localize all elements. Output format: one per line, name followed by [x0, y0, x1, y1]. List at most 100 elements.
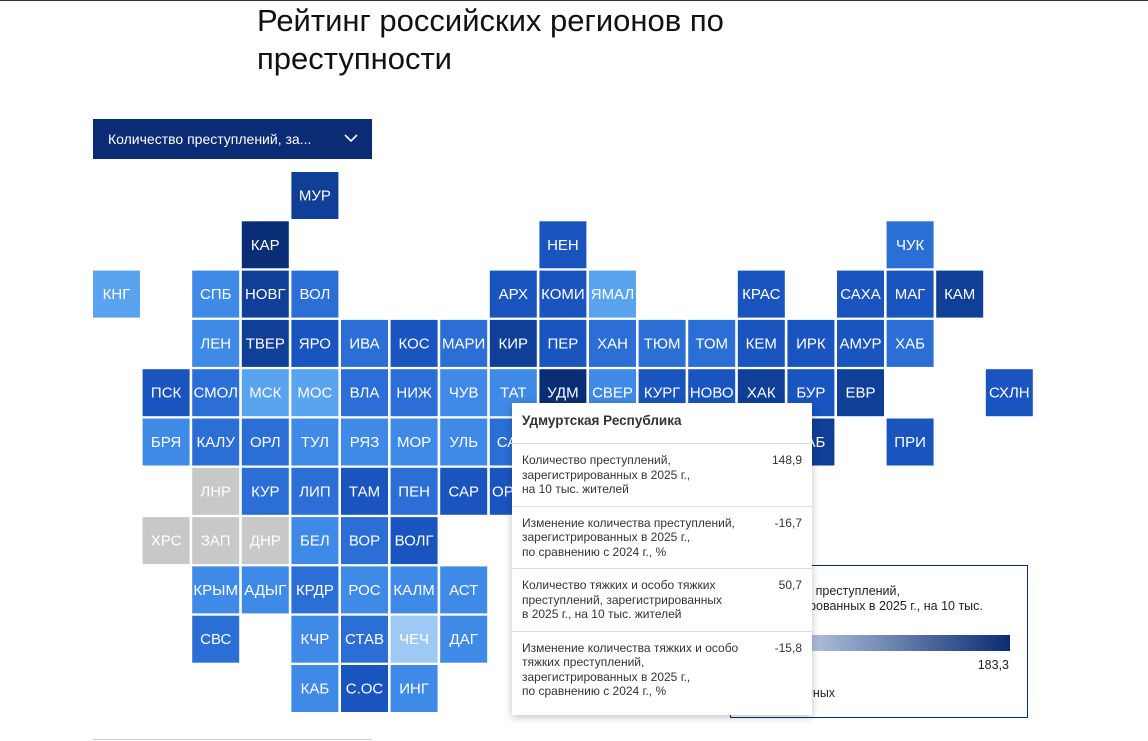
region-tile[interactable]: АМУР: [837, 319, 884, 367]
region-tile[interactable]: ЯРО: [291, 319, 339, 367]
region-tile[interactable]: ТВЕР: [241, 319, 289, 367]
region-tile[interactable]: ВОЛГ: [390, 517, 438, 565]
region-tile[interactable]: КУР: [241, 467, 289, 515]
region-tile[interactable]: ЗАП: [192, 517, 240, 565]
region-tile[interactable]: КЧР: [291, 615, 339, 663]
region-tile[interactable]: СХЛН: [985, 369, 1033, 417]
region-tile[interactable]: ЧУК: [886, 221, 934, 269]
region-tile[interactable]: НОВГ: [241, 270, 289, 318]
tooltip-row: Количество преступлений, зарегистрированн…: [512, 444, 812, 507]
tooltip-row: Количество тяжких и особо тяжких преступл…: [512, 569, 812, 632]
region-tile[interactable]: САР: [440, 467, 488, 515]
region-tile[interactable]: МАГ: [886, 270, 934, 318]
region-tile[interactable]: ОРЛ: [241, 418, 289, 466]
region-tile[interactable]: ДАГ: [440, 615, 488, 663]
tile-fill: [688, 319, 736, 367]
tile-fill: [93, 270, 140, 318]
tile-fill: [291, 319, 339, 367]
region-tile[interactable]: МСК: [241, 369, 289, 417]
region-tile[interactable]: РОС: [341, 566, 388, 614]
region-tile[interactable]: КОМИ: [539, 270, 587, 318]
region-tile[interactable]: УЛЬ: [440, 418, 488, 466]
tile-fill: [440, 319, 488, 367]
tile-label: АСТ: [449, 582, 478, 599]
region-tile[interactable]: АРХ: [489, 270, 537, 318]
region-tile[interactable]: АДЫГ: [241, 566, 289, 614]
tile-fill: [341, 615, 388, 663]
region-tile[interactable]: ПЕР: [539, 319, 587, 367]
tile-fill: [489, 270, 537, 318]
tile-fill: [837, 319, 884, 367]
region-tile[interactable]: САХА: [837, 270, 884, 318]
tile-label: ЗАП: [201, 533, 231, 550]
region-tile[interactable]: ПРИ: [886, 418, 934, 466]
tile-label: ЛЕН: [200, 335, 231, 352]
region-tile[interactable]: ХРС: [142, 517, 190, 565]
region-tile[interactable]: ПЕН: [390, 467, 438, 515]
region-tile[interactable]: КЕМ: [737, 319, 785, 367]
region-tile[interactable]: ИНГ: [390, 665, 438, 712]
region-tile[interactable]: СВС: [192, 615, 240, 663]
tile-label: КУР: [251, 483, 279, 500]
region-tile[interactable]: КАЛМ: [390, 566, 438, 614]
region-tile[interactable]: КРЫМ: [192, 566, 240, 614]
region-tile[interactable]: ЧУВ: [440, 369, 488, 417]
tile-fill: [390, 566, 438, 614]
region-tile[interactable]: ИВА: [341, 319, 388, 367]
region-tile[interactable]: ТУЛ: [291, 418, 339, 466]
region-tile[interactable]: МОС: [291, 369, 339, 417]
region-tile[interactable]: КНГ: [93, 270, 140, 318]
region-tile[interactable]: ЛЕН: [192, 319, 240, 367]
region-tile[interactable]: КАР: [241, 221, 289, 269]
region-tile[interactable]: ЛНР: [192, 467, 240, 515]
region-tile[interactable]: НИЖ: [390, 369, 438, 417]
tooltip-label-line: Количество тяжких и особо тяжких: [522, 578, 716, 592]
region-tile[interactable]: ПСК: [142, 369, 190, 417]
tile-label: ИВА: [349, 335, 379, 352]
region-tile[interactable]: БРЯ: [142, 418, 190, 466]
region-tile[interactable]: ХАН: [589, 319, 636, 367]
region-tile[interactable]: ЕВР: [837, 369, 884, 417]
region-tile[interactable]: КАМ: [936, 270, 984, 318]
region-tile[interactable]: ВОЛ: [291, 270, 339, 318]
region-tile[interactable]: КРАС: [737, 270, 785, 318]
region-tile[interactable]: МАРИ: [440, 319, 488, 367]
region-tile[interactable]: СПБ: [192, 270, 240, 318]
region-tile[interactable]: ТЮМ: [638, 319, 686, 367]
region-tile[interactable]: ДНР: [241, 517, 289, 565]
region-tile[interactable]: СМОЛ: [192, 369, 240, 417]
region-tile[interactable]: АСТ: [440, 566, 488, 614]
region-tile[interactable]: ХАБ: [886, 319, 934, 367]
tile-label: КЧР: [301, 631, 330, 648]
region-tile[interactable]: РЯЗ: [341, 418, 388, 466]
tile-fill: [440, 615, 488, 663]
region-tile[interactable]: КАЛУ: [192, 418, 240, 466]
region-tile[interactable]: С.ОС: [341, 665, 388, 712]
tile-fill: [390, 517, 438, 565]
region-tile[interactable]: ТОМ: [688, 319, 736, 367]
region-tile[interactable]: ВОР: [341, 517, 388, 565]
region-tile[interactable]: КАБ: [291, 665, 339, 712]
region-tile[interactable]: КОС: [390, 319, 438, 367]
tile-label: МСК: [249, 385, 281, 402]
tooltip-label-line: Количество преступлений,: [522, 453, 671, 467]
indicator-dropdown[interactable]: Количество преступлений, за...: [93, 119, 372, 159]
region-tile[interactable]: ЯМАЛ: [589, 270, 636, 318]
region-tile[interactable]: БЕЛ: [291, 517, 339, 565]
tile-fill: [142, 369, 190, 417]
region-tile[interactable]: НЕН: [539, 221, 587, 269]
region-tile[interactable]: КИР: [489, 319, 537, 367]
region-tile[interactable]: КРДР: [291, 566, 339, 614]
tile-label: УДМ: [547, 385, 579, 402]
region-tile[interactable]: СТАВ: [341, 615, 388, 663]
region-tile[interactable]: ВЛА: [341, 369, 388, 417]
chevron-icon: [344, 134, 358, 143]
region-tile[interactable]: ТАМ: [341, 467, 388, 515]
region-tile[interactable]: ИРК: [787, 319, 835, 367]
region-tile[interactable]: МУР: [291, 172, 339, 219]
tile-label: ДНР: [250, 533, 281, 550]
region-tile[interactable]: ЛИП: [291, 467, 339, 515]
region-tile[interactable]: МОР: [390, 418, 438, 466]
tile-label: КНГ: [103, 286, 131, 303]
region-tile[interactable]: ЧЕЧ: [390, 615, 438, 663]
